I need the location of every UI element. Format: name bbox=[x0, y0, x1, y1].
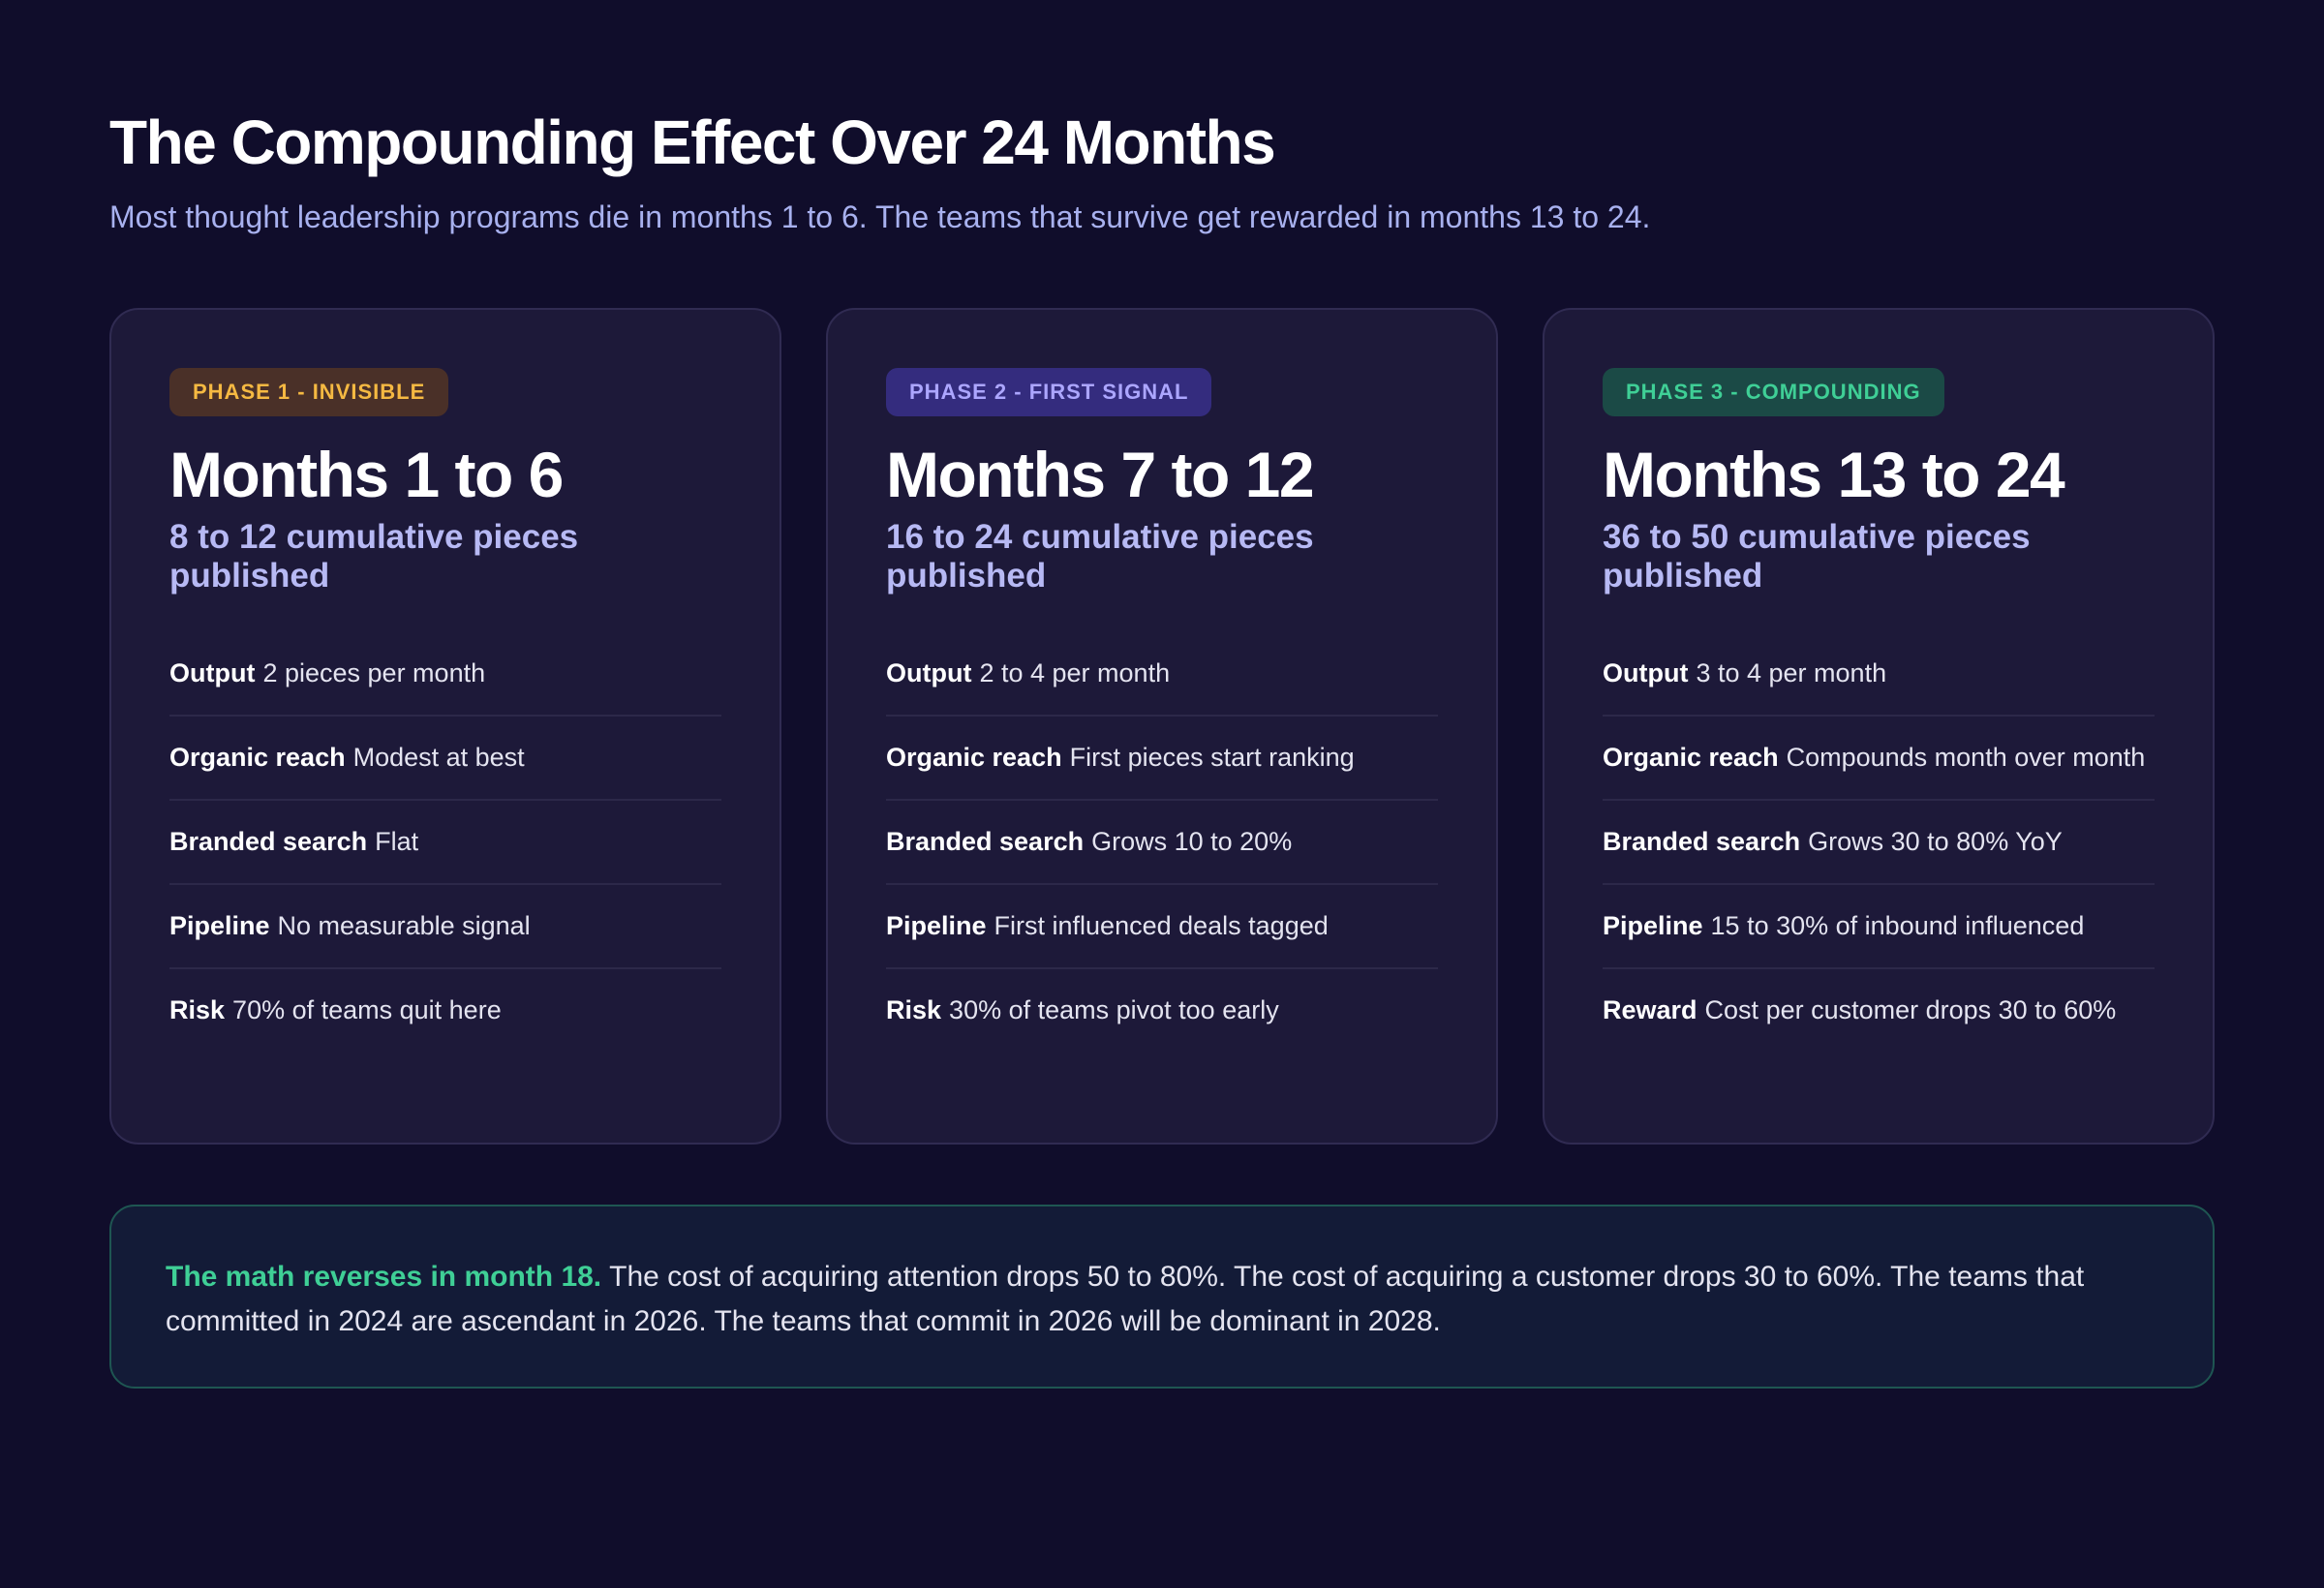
metric-row: Organic reach Modest at best bbox=[169, 717, 721, 802]
metric-label: Risk bbox=[886, 995, 942, 1025]
metric-text: 30% of teams pivot too early bbox=[949, 995, 1279, 1025]
metric-row: Output 2 pieces per month bbox=[169, 632, 721, 718]
metric-row: Output 3 to 4 per month bbox=[1603, 632, 2155, 718]
metric-text: 70% of teams quit here bbox=[232, 995, 502, 1025]
metric-list: Output 2 pieces per month Organic reach Mod… bbox=[169, 632, 721, 1052]
metric-text: Cost per customer drops 30 to 60% bbox=[1704, 995, 2117, 1025]
metric-text: 2 to 4 per month bbox=[979, 658, 1171, 688]
metric-label: Pipeline bbox=[169, 911, 270, 941]
phase-heading: Months 13 to 24 bbox=[1603, 439, 2065, 510]
metric-row: Reward Cost per customer drops 30 to 60% bbox=[1603, 969, 2155, 1052]
metric-text: 3 to 4 per month bbox=[1696, 658, 1887, 688]
metric-text: First influenced deals tagged bbox=[994, 911, 1329, 941]
phase-subheading: 16 to 24 cumulative pieces published bbox=[886, 517, 1314, 595]
metric-label: Branded search bbox=[1603, 827, 1801, 857]
metric-label: Output bbox=[1603, 658, 1689, 688]
metric-row: Pipeline No measurable signal bbox=[169, 885, 721, 970]
metric-text: Grows 10 to 20% bbox=[1091, 827, 1293, 857]
metric-text: Modest at best bbox=[352, 743, 525, 773]
phase-card: PHASE 2 - FIRST SIGNAL Months 7 to 12 16 t… bbox=[826, 308, 1498, 1145]
metric-row: Organic reach First pieces start ranking bbox=[886, 717, 1438, 802]
phase-badge: PHASE 3 - COMPOUNDING bbox=[1603, 368, 1944, 416]
page-title: The Compounding Effect Over 24 Months bbox=[109, 107, 1276, 177]
metric-row: Branded search Grows 30 to 80% YoY bbox=[1603, 801, 2155, 886]
metric-label: Output bbox=[169, 658, 256, 688]
metric-label: Output bbox=[886, 658, 972, 688]
metric-text: First pieces start ranking bbox=[1069, 743, 1355, 773]
metric-label: Organic reach bbox=[169, 743, 346, 773]
metric-row: Pipeline 15 to 30% of inbound influenced bbox=[1603, 885, 2155, 970]
metric-row: Risk 30% of teams pivot too early bbox=[886, 969, 1438, 1052]
metric-row: Output 2 to 4 per month bbox=[886, 632, 1438, 718]
metric-text: Compounds month over month bbox=[1786, 743, 2146, 773]
metric-label: Organic reach bbox=[886, 743, 1062, 773]
callout-text: The cost of acquiring attention drops 50… bbox=[166, 1261, 2085, 1337]
metric-list: Output 3 to 4 per month Organic reach Compo… bbox=[1603, 632, 2155, 1052]
page-subtitle: Most thought leadership programs die in … bbox=[109, 199, 1651, 234]
metric-text: 15 to 30% of inbound influenced bbox=[1710, 911, 2085, 941]
metric-row: Branded search Flat bbox=[169, 801, 721, 886]
phase-badge: PHASE 2 - FIRST SIGNAL bbox=[886, 368, 1212, 416]
metric-row: Pipeline First influenced deals tagged bbox=[886, 885, 1438, 970]
metric-label: Organic reach bbox=[1603, 743, 1779, 773]
metric-text: Flat bbox=[375, 827, 419, 857]
phase-heading: Months 1 to 6 bbox=[169, 439, 564, 510]
metric-text: 2 pieces per month bbox=[262, 658, 486, 688]
metric-label: Pipeline bbox=[886, 911, 987, 941]
metric-label: Branded search bbox=[169, 827, 368, 857]
callout-highlight: The math reverses in month 18. bbox=[166, 1261, 602, 1293]
metric-row: Risk 70% of teams quit here bbox=[169, 969, 721, 1052]
metric-label: Risk bbox=[169, 995, 226, 1025]
phase-subheading: 36 to 50 cumulative pieces published bbox=[1603, 517, 2031, 595]
phase-heading: Months 7 to 12 bbox=[886, 439, 1315, 510]
metric-row: Branded search Grows 10 to 20% bbox=[886, 801, 1438, 886]
metric-text: Grows 30 to 80% YoY bbox=[1808, 827, 2063, 857]
metric-row: Organic reach Compounds month over month bbox=[1603, 717, 2155, 802]
metric-label: Branded search bbox=[886, 827, 1085, 857]
metric-label: Pipeline bbox=[1603, 911, 1703, 941]
phase-subheading: 8 to 12 cumulative pieces published bbox=[169, 517, 579, 595]
phase-badge: PHASE 1 - INVISIBLE bbox=[169, 368, 449, 416]
metric-text: No measurable signal bbox=[277, 911, 531, 941]
callout: The math reverses in month 18. The cost o… bbox=[109, 1205, 2215, 1389]
phase-card: PHASE 3 - COMPOUNDING Months 13 to 24 36 t… bbox=[1543, 308, 2215, 1145]
metric-label: Reward bbox=[1603, 995, 1697, 1025]
metric-list: Output 2 to 4 per month Organic reach First… bbox=[886, 632, 1438, 1052]
